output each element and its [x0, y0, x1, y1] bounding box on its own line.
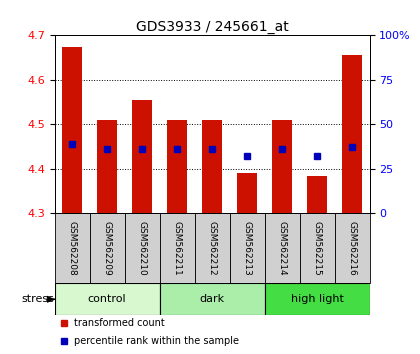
- Bar: [194, 213, 230, 283]
- Bar: [132, 100, 152, 213]
- Bar: [230, 213, 265, 283]
- Bar: [63, 46, 82, 213]
- Text: transformed count: transformed count: [74, 318, 164, 328]
- Text: GSM562213: GSM562213: [243, 221, 252, 276]
- Text: dark: dark: [200, 294, 225, 304]
- Text: percentile rank within the sample: percentile rank within the sample: [74, 336, 239, 346]
- Text: GSM562216: GSM562216: [348, 221, 357, 276]
- Text: GSM562212: GSM562212: [207, 221, 217, 276]
- Text: GSM562214: GSM562214: [278, 221, 286, 276]
- Bar: [168, 120, 187, 213]
- Text: stress: stress: [21, 294, 54, 304]
- Bar: [160, 213, 194, 283]
- Bar: [342, 56, 362, 213]
- Bar: [273, 120, 292, 213]
- Bar: [97, 120, 117, 213]
- Bar: [55, 283, 160, 315]
- Bar: [125, 213, 160, 283]
- Bar: [202, 120, 222, 213]
- Text: GSM562208: GSM562208: [68, 221, 76, 276]
- Bar: [307, 176, 327, 213]
- Bar: [237, 173, 257, 213]
- Bar: [89, 213, 125, 283]
- Bar: [265, 283, 370, 315]
- Bar: [160, 283, 265, 315]
- Text: GSM562210: GSM562210: [138, 221, 147, 276]
- Text: GSM562215: GSM562215: [312, 221, 322, 276]
- Title: GDS3933 / 245661_at: GDS3933 / 245661_at: [136, 21, 289, 34]
- Bar: [55, 213, 89, 283]
- Text: GSM562211: GSM562211: [173, 221, 181, 276]
- Text: control: control: [88, 294, 126, 304]
- Bar: [265, 213, 299, 283]
- Bar: [335, 213, 370, 283]
- Text: GSM562209: GSM562209: [102, 221, 112, 276]
- Bar: [299, 213, 335, 283]
- Text: high light: high light: [291, 294, 344, 304]
